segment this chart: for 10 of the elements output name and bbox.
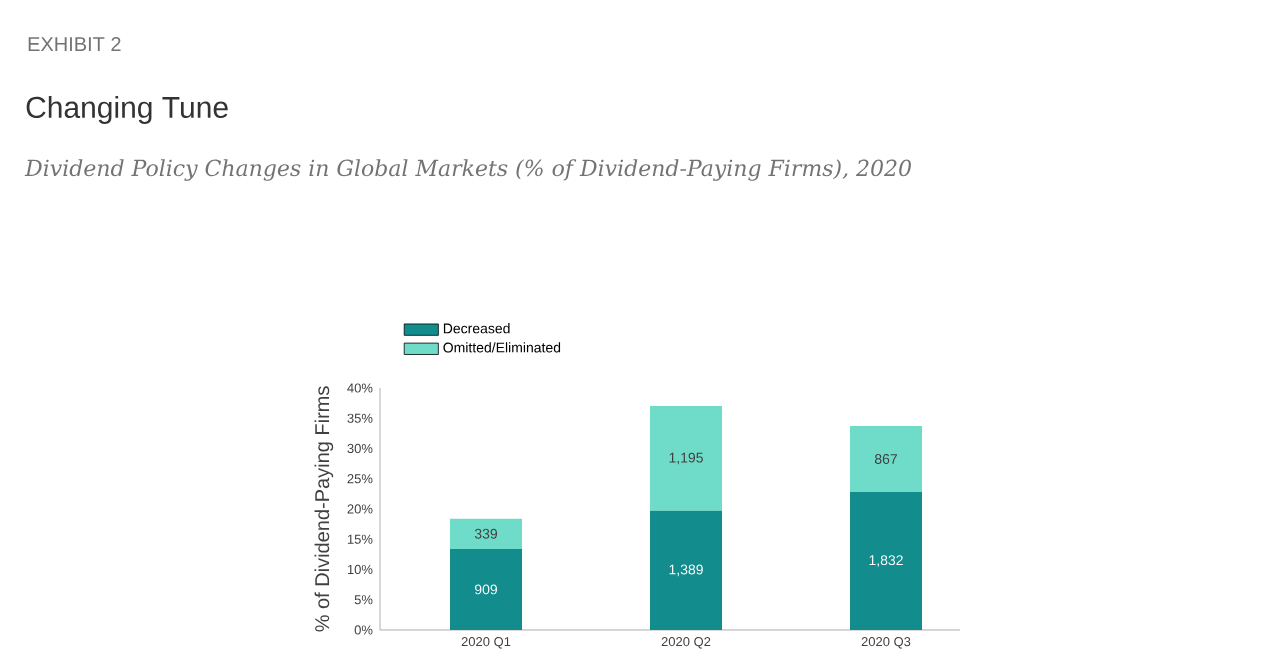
bar [450, 548, 523, 630]
text: Changing Tune [26, 96, 228, 124]
chart-subtitle: Dividend Policy Changes in Global Markets (% of Dividend-Paying Firms), 2020 [24, 159, 911, 181]
bar [450, 518, 523, 549]
text: EXHIBIT 2 [28, 37, 121, 51]
bar [850, 492, 922, 630]
bar [850, 426, 922, 493]
bar [650, 510, 723, 630]
bar [650, 406, 723, 511]
y-axis-title: % of Dividend-Paying Firms [314, 386, 334, 632]
